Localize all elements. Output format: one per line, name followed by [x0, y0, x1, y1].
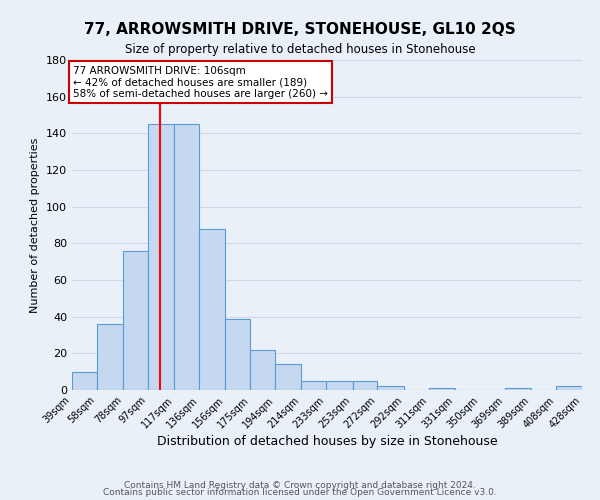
- Bar: [505, 388, 531, 390]
- Text: Size of property relative to detached houses in Stonehouse: Size of property relative to detached ho…: [125, 42, 475, 56]
- Bar: [377, 386, 404, 390]
- Text: 77 ARROWSMITH DRIVE: 106sqm
← 42% of detached houses are smaller (189)
58% of se: 77 ARROWSMITH DRIVE: 106sqm ← 42% of det…: [73, 66, 328, 98]
- Bar: [226, 318, 250, 390]
- Bar: [123, 250, 148, 390]
- Bar: [301, 381, 326, 390]
- Text: 77, ARROWSMITH DRIVE, STONEHOUSE, GL10 2QS: 77, ARROWSMITH DRIVE, STONEHOUSE, GL10 2…: [84, 22, 516, 38]
- Text: Contains HM Land Registry data © Crown copyright and database right 2024.: Contains HM Land Registry data © Crown c…: [124, 480, 476, 490]
- Bar: [199, 228, 226, 390]
- Y-axis label: Number of detached properties: Number of detached properties: [31, 138, 40, 312]
- Bar: [148, 124, 174, 390]
- Text: Contains public sector information licensed under the Open Government Licence v3: Contains public sector information licen…: [103, 488, 497, 497]
- X-axis label: Distribution of detached houses by size in Stonehouse: Distribution of detached houses by size …: [157, 436, 497, 448]
- Bar: [353, 381, 377, 390]
- Bar: [556, 386, 582, 390]
- Bar: [428, 388, 455, 390]
- Bar: [250, 350, 275, 390]
- Bar: [174, 124, 199, 390]
- Bar: [275, 364, 301, 390]
- Bar: [326, 381, 353, 390]
- Bar: [97, 324, 123, 390]
- Bar: [72, 372, 97, 390]
